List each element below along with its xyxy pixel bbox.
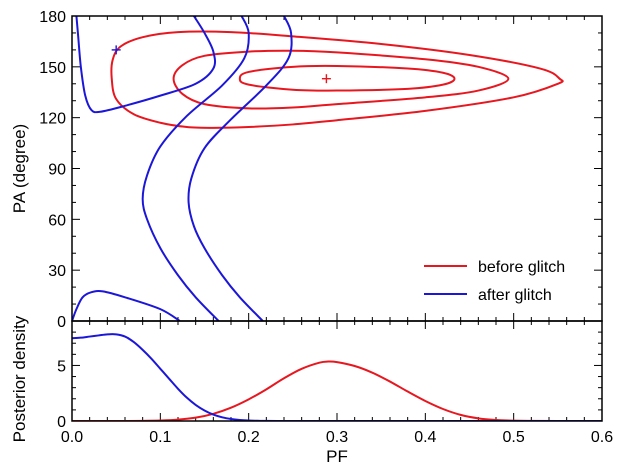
x-tick-label: 0.2 xyxy=(238,429,260,446)
x-tick-label: 0.6 xyxy=(591,429,613,446)
contour-line-before-inner xyxy=(238,64,456,92)
x-tick-label: 0.4 xyxy=(414,429,436,446)
x-tick-label: 0.0 xyxy=(61,429,83,446)
y-tick-label: 5 xyxy=(57,358,66,375)
contour-line-after-inner-lower xyxy=(72,289,181,321)
legend-label-before: before glitch xyxy=(478,259,565,276)
posterior-panel: 0 5 0.0 0.1 0.2 0.3 0.4 0.5 0.6 xyxy=(57,320,613,446)
x-axis-label: PF xyxy=(326,447,348,466)
contour-panel: 0 30 60 90 120 150 180 xyxy=(39,9,603,331)
y-tick-label: 30 xyxy=(48,263,66,280)
posterior-panel-frame xyxy=(71,320,603,422)
y-tick-label: 120 xyxy=(39,111,66,128)
x-tick-label: 0.1 xyxy=(149,429,171,446)
y-axis-label-bottom: Posterior density xyxy=(10,315,29,442)
y-tick-label: 180 xyxy=(39,9,66,26)
y-axis-label-top: PA (degree) xyxy=(10,124,29,213)
contour-line-after-middle xyxy=(141,16,250,321)
contour-line-before-middle xyxy=(172,49,510,110)
y-tick-label: 90 xyxy=(48,162,66,179)
x-tick-label: 0.5 xyxy=(503,429,525,446)
posterior-curve-before xyxy=(72,360,602,421)
legend-label-after: after glitch xyxy=(478,287,552,304)
legend: before glitch after glitch xyxy=(424,259,565,304)
y-tick-label: 0 xyxy=(57,314,66,331)
y-tick-label: 60 xyxy=(48,212,66,229)
contour-line-after-outer xyxy=(187,16,293,321)
best-fit-marker-after xyxy=(111,45,121,55)
y-tick-label: 0 xyxy=(57,414,66,431)
contour-line-after-inner-upper xyxy=(75,16,217,114)
y-tick-label: 150 xyxy=(39,60,66,77)
best-fit-marker-before xyxy=(321,74,331,84)
contour-line-before-outer xyxy=(110,30,564,129)
posterior-curve-after xyxy=(72,333,602,421)
x-tick-label: 0.3 xyxy=(326,429,348,446)
